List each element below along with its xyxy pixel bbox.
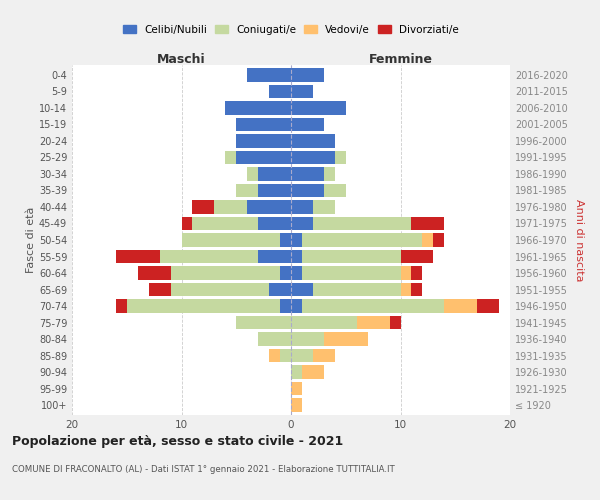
- Bar: [302, 250, 401, 264]
- Bar: [182, 216, 193, 230]
- Bar: [389, 316, 401, 330]
- Bar: [291, 84, 313, 98]
- Bar: [258, 167, 291, 180]
- Bar: [291, 167, 324, 180]
- Bar: [247, 200, 291, 214]
- Text: Popolazione per età, sesso e stato civile - 2021: Popolazione per età, sesso e stato civil…: [12, 435, 343, 448]
- Bar: [291, 184, 324, 197]
- Bar: [116, 300, 127, 313]
- Bar: [313, 200, 335, 214]
- Bar: [412, 266, 422, 280]
- Bar: [193, 216, 258, 230]
- Bar: [291, 382, 302, 396]
- Bar: [302, 300, 444, 313]
- Y-axis label: Anni di nascita: Anni di nascita: [574, 198, 584, 281]
- Bar: [401, 283, 412, 296]
- Bar: [182, 233, 280, 247]
- Bar: [291, 283, 313, 296]
- Bar: [302, 366, 324, 379]
- Bar: [291, 332, 324, 346]
- Bar: [236, 184, 258, 197]
- Bar: [324, 332, 368, 346]
- Bar: [291, 134, 335, 147]
- Bar: [170, 266, 280, 280]
- Bar: [291, 366, 302, 379]
- Bar: [291, 300, 302, 313]
- Y-axis label: Fasce di età: Fasce di età: [26, 207, 36, 273]
- Bar: [291, 150, 335, 164]
- Bar: [247, 68, 291, 82]
- Text: Femmine: Femmine: [368, 53, 433, 66]
- Bar: [291, 68, 324, 82]
- Bar: [258, 184, 291, 197]
- Bar: [247, 167, 258, 180]
- Bar: [356, 316, 389, 330]
- Bar: [412, 216, 445, 230]
- Bar: [280, 300, 291, 313]
- Bar: [258, 250, 291, 264]
- Bar: [401, 250, 433, 264]
- Bar: [291, 266, 302, 280]
- Bar: [313, 216, 412, 230]
- Bar: [291, 118, 324, 131]
- Bar: [291, 200, 313, 214]
- Bar: [401, 266, 412, 280]
- Bar: [412, 283, 422, 296]
- Bar: [258, 332, 291, 346]
- Bar: [269, 349, 280, 362]
- Bar: [236, 316, 291, 330]
- Bar: [291, 101, 346, 114]
- Bar: [335, 150, 346, 164]
- Bar: [313, 283, 401, 296]
- Bar: [302, 266, 401, 280]
- Bar: [291, 216, 313, 230]
- Bar: [291, 398, 302, 412]
- Bar: [258, 216, 291, 230]
- Bar: [324, 167, 335, 180]
- Legend: Celibi/Nubili, Coniugati/e, Vedovi/e, Divorziati/e: Celibi/Nubili, Coniugati/e, Vedovi/e, Di…: [123, 24, 459, 34]
- Bar: [226, 101, 291, 114]
- Bar: [193, 200, 214, 214]
- Bar: [291, 250, 302, 264]
- Bar: [138, 266, 170, 280]
- Bar: [269, 84, 291, 98]
- Bar: [269, 283, 291, 296]
- Bar: [444, 300, 477, 313]
- Bar: [291, 316, 356, 330]
- Bar: [236, 134, 291, 147]
- Bar: [149, 283, 170, 296]
- Bar: [477, 300, 499, 313]
- Bar: [160, 250, 258, 264]
- Bar: [291, 233, 302, 247]
- Text: COMUNE DI FRACONALTO (AL) - Dati ISTAT 1° gennaio 2021 - Elaborazione TUTTITALIA: COMUNE DI FRACONALTO (AL) - Dati ISTAT 1…: [12, 465, 395, 474]
- Bar: [291, 349, 313, 362]
- Bar: [280, 349, 291, 362]
- Bar: [280, 233, 291, 247]
- Bar: [170, 283, 269, 296]
- Bar: [302, 233, 422, 247]
- Bar: [214, 200, 247, 214]
- Text: Maschi: Maschi: [157, 53, 206, 66]
- Bar: [226, 150, 236, 164]
- Bar: [116, 250, 160, 264]
- Bar: [422, 233, 433, 247]
- Bar: [236, 150, 291, 164]
- Bar: [236, 118, 291, 131]
- Bar: [127, 300, 280, 313]
- Bar: [324, 184, 346, 197]
- Bar: [433, 233, 444, 247]
- Bar: [313, 349, 335, 362]
- Bar: [280, 266, 291, 280]
